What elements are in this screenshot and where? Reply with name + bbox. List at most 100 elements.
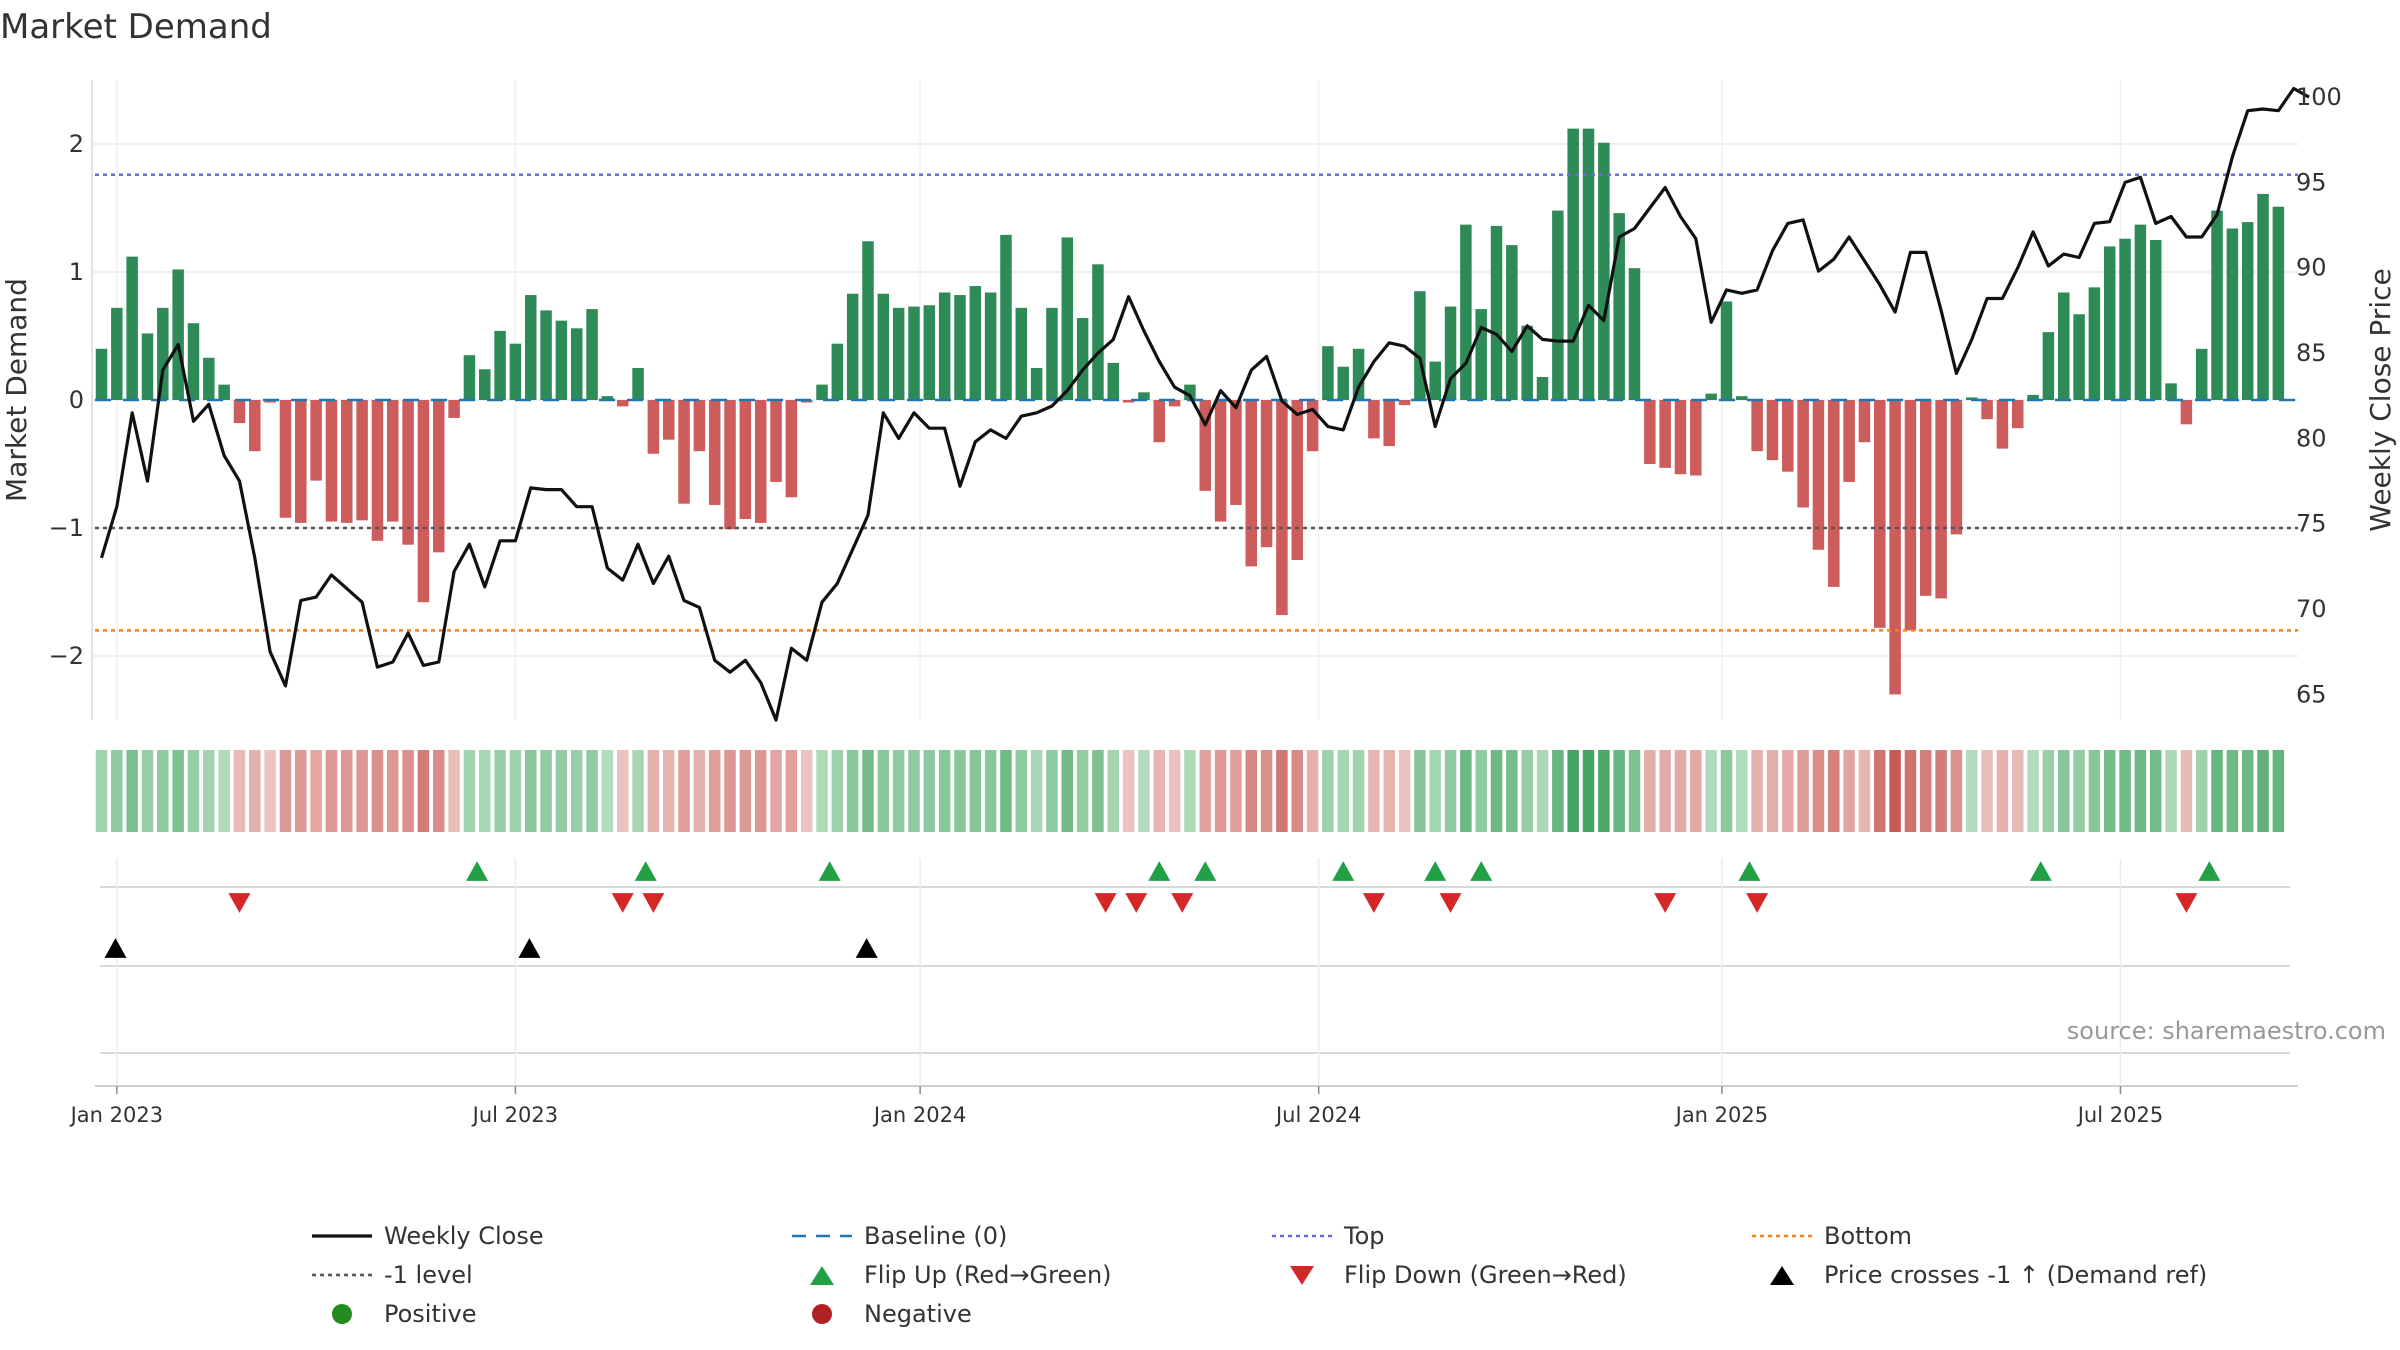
- demand-bar: [785, 400, 798, 498]
- heat-cell: [1245, 750, 1257, 832]
- demand-bar: [1337, 366, 1349, 400]
- heat-cell: [402, 750, 414, 832]
- heat-cell: [524, 750, 537, 832]
- heat-cell: [295, 750, 307, 832]
- heat-cell: [1874, 750, 1886, 832]
- heat-cell: [1858, 750, 1871, 832]
- heat-cell: [1168, 750, 1181, 832]
- demand-bar: [954, 295, 966, 400]
- y2-tick-label: 80: [2296, 424, 2327, 452]
- x-ticks: Jan 2023 Jul 2023 Jan 2024 Jul 2024 Jan 2025…: [69, 1086, 2163, 1127]
- flip-down-marker: [611, 893, 634, 913]
- demand-bar: [1904, 400, 1917, 631]
- heat-cell: [862, 750, 874, 832]
- demand-bar: [233, 400, 246, 424]
- heat-cell: [448, 750, 460, 832]
- legend-swatch: [812, 1304, 832, 1324]
- heat-cell: [264, 750, 276, 832]
- y2-tick-label: 70: [2296, 595, 2327, 623]
- demand-bar: [1521, 325, 1533, 400]
- heat-cell: [1414, 750, 1426, 832]
- demand-bar: [555, 320, 568, 400]
- demand-bar: [1628, 268, 1641, 400]
- heat-cell: [1138, 750, 1150, 832]
- heat-cell: [2195, 750, 2208, 832]
- y2-tick-label: 75: [2296, 510, 2327, 538]
- heat-cell: [877, 750, 890, 832]
- heat-cell: [249, 750, 261, 832]
- demand-bar: [2088, 287, 2101, 400]
- heat-cell: [1690, 750, 1702, 832]
- demand-bar: [2103, 246, 2116, 400]
- heat-cell: [586, 750, 598, 832]
- demand-bar: [693, 400, 706, 452]
- demand-bar: [1107, 362, 1120, 400]
- heat-cell: [1046, 750, 1058, 832]
- heat-cell: [2042, 750, 2055, 832]
- demand-bar: [1061, 237, 1074, 400]
- heat-cell: [1230, 750, 1242, 832]
- demand-bar: [1659, 400, 1671, 468]
- heat-cell: [601, 750, 614, 832]
- demand-bar: [141, 333, 154, 400]
- heat-cell: [831, 750, 844, 832]
- heat-cell: [1843, 750, 1855, 832]
- heat-cell: [2165, 750, 2177, 832]
- legend-label: Weekly Close: [384, 1222, 544, 1250]
- heat-cell: [1092, 750, 1104, 832]
- heat-cell: [1782, 750, 1794, 832]
- y2-tick-label: 85: [2296, 339, 2327, 367]
- demand-bar: [1705, 393, 1717, 400]
- y2-tick-label: 95: [2296, 168, 2327, 196]
- heat-cell: [95, 750, 108, 832]
- heat-cell: [923, 750, 936, 832]
- demand-bar: [1138, 392, 1150, 400]
- source-label: source: sharemaestro.com: [2067, 1017, 2386, 1045]
- heat-cell: [1276, 750, 1288, 832]
- legend-label: Bottom: [1824, 1222, 1912, 1250]
- heat-cell: [1352, 750, 1365, 832]
- flip-up-marker: [1194, 861, 1217, 881]
- heat-cell: [1322, 750, 1334, 832]
- demand-bar: [1751, 400, 1763, 452]
- heat-cell: [1199, 750, 1212, 832]
- demand-bar: [218, 384, 230, 400]
- demand-bar: [1260, 400, 1273, 548]
- heat-cell: [126, 750, 138, 832]
- legend-label: -1 level: [384, 1261, 473, 1289]
- heat-cell: [1996, 750, 2009, 832]
- y-tick-label: 2: [69, 130, 84, 158]
- heat-cell: [1536, 750, 1549, 832]
- demand-bar: [1245, 400, 1257, 567]
- legend-item-flip-down: Flip Down (Green→Red): [1290, 1261, 1627, 1289]
- heat-cell: [1337, 750, 1349, 832]
- demand-bar: [1920, 400, 1932, 596]
- demand-bar: [1398, 400, 1411, 406]
- y2-axis-label: Weekly Close Price: [2364, 268, 2397, 531]
- heat-cell: [1981, 750, 1993, 832]
- flip-down-marker: [1362, 893, 1385, 913]
- demand-bar: [111, 307, 123, 400]
- demand-bar: [1598, 142, 1610, 400]
- demand-bar: [969, 286, 982, 400]
- demand-bar: [724, 400, 736, 530]
- heat-cell: [1076, 750, 1089, 832]
- demand-bar: [2149, 240, 2162, 400]
- heat-cell: [279, 750, 292, 832]
- flip-down-marker: [1094, 893, 1117, 913]
- demand-bar: [1199, 400, 1212, 491]
- heat-cell: [1552, 750, 1564, 832]
- heat-cell: [479, 750, 491, 832]
- demand-bar: [892, 307, 905, 400]
- heat-cell: [1582, 750, 1595, 832]
- heat-cell: [1889, 750, 1901, 832]
- demand-bar: [95, 348, 108, 400]
- demand-bar: [1812, 400, 1825, 550]
- demand-bar: [1490, 225, 1503, 400]
- demand-bar: [938, 292, 951, 400]
- heat-cell: [1368, 750, 1380, 832]
- heat-cell: [111, 750, 123, 832]
- legend-label: Price crosses -1 ↑ (Demand ref): [1824, 1261, 2207, 1289]
- heat-cell: [816, 750, 828, 832]
- heat-cell: [509, 750, 522, 832]
